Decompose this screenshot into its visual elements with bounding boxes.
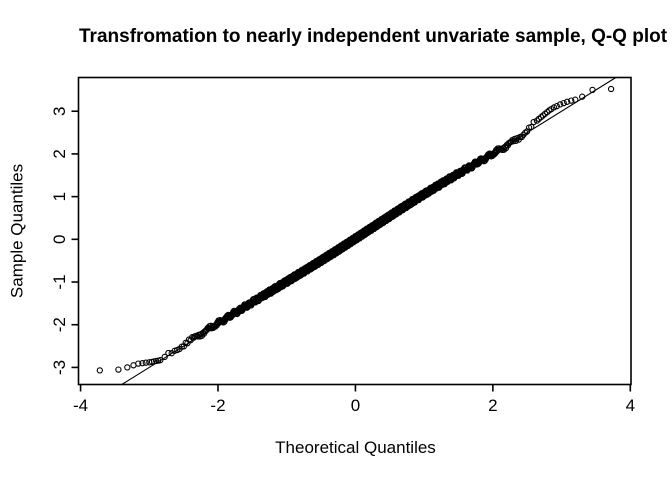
data-point: [560, 99, 567, 107]
data-points: [96, 85, 615, 374]
data-point: [115, 366, 122, 373]
data-point: [135, 360, 142, 367]
data-point: [530, 118, 537, 126]
data-point: [557, 101, 564, 108]
data-point: [165, 349, 172, 357]
data-point: [607, 85, 615, 93]
chart-title: Transfromation to nearly independent unv…: [79, 26, 668, 47]
x-tick-label: 2: [488, 396, 497, 415]
y-tick-label: -2: [50, 317, 69, 332]
data-point: [161, 353, 168, 361]
x-tick-label: -4: [73, 396, 88, 415]
x-tick-label: 4: [626, 396, 635, 415]
x-axis-title: Theoretical Quantiles: [275, 438, 436, 457]
plot-box: [77, 76, 632, 386]
y-tick-label: -1: [50, 274, 69, 289]
data-point: [528, 123, 535, 131]
data-point: [157, 357, 164, 364]
x-tick-label: -2: [210, 396, 225, 415]
data-point: [553, 102, 560, 110]
x-axis-ticks: -4 -2 0 2 4: [73, 384, 635, 415]
data-point: [579, 93, 586, 100]
y-tick-label: -3: [50, 360, 69, 375]
data-point: [589, 86, 596, 94]
data-point: [568, 97, 575, 104]
y-axis-title: Sample Quantiles: [7, 163, 27, 299]
y-axis-ticks: -3 -2 -1 0 1 2 3: [50, 106, 79, 375]
data-point: [563, 98, 571, 105]
data-point: [184, 340, 191, 347]
data-point: [139, 360, 146, 367]
y-tick-label: 0: [50, 235, 69, 244]
x-tick-label: 0: [351, 396, 360, 415]
data-point: [572, 96, 579, 103]
y-tick-label: 1: [50, 192, 69, 201]
data-point: [124, 364, 131, 371]
y-tick-label: 2: [50, 149, 69, 158]
data-point: [96, 367, 103, 374]
y-tick-label: 3: [50, 106, 69, 115]
data-point: [142, 359, 149, 366]
